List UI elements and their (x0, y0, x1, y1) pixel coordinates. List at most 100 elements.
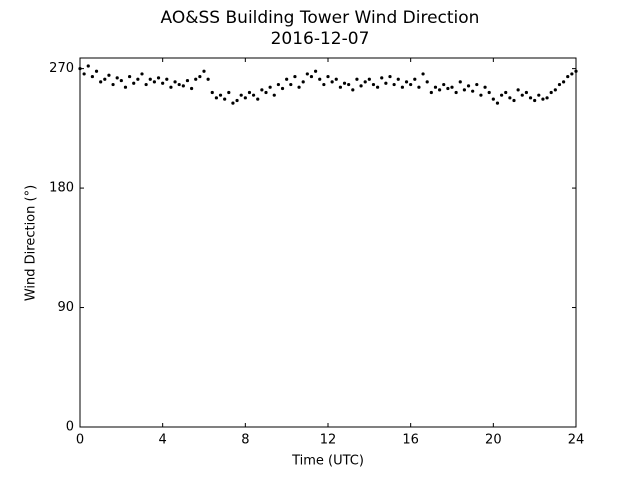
data-point (330, 80, 334, 84)
data-point (537, 93, 541, 97)
data-point (223, 97, 227, 101)
data-point (136, 77, 140, 81)
data-point (462, 88, 466, 92)
data-point (347, 82, 351, 87)
data-point (289, 82, 293, 87)
data-point (247, 90, 252, 95)
x-axis-label: Time (UTC) (291, 454, 364, 469)
data-point (454, 90, 458, 95)
data-point (326, 74, 330, 79)
x-tick-label: 12 (320, 433, 337, 448)
chart-title: AO&SS Building Tower Wind Direction (161, 8, 480, 28)
y-tick-label: 270 (49, 61, 74, 76)
data-point (276, 82, 280, 87)
x-tick-label: 8 (241, 433, 249, 448)
data-point (210, 90, 214, 95)
data-point (433, 85, 438, 89)
data-point (198, 74, 202, 79)
data-point (227, 90, 231, 95)
data-point (78, 67, 82, 71)
y-tick-label: 90 (57, 300, 74, 315)
data-point (446, 86, 450, 91)
data-point (243, 96, 247, 100)
data-point (144, 82, 148, 87)
data-point (177, 82, 181, 87)
data-point (355, 77, 359, 81)
data-point (280, 86, 285, 91)
data-point (165, 77, 169, 81)
data-point (119, 78, 123, 83)
data-point (524, 90, 529, 95)
data-point (239, 93, 243, 97)
data-point (272, 93, 276, 97)
data-point (156, 76, 161, 80)
data-point (363, 80, 367, 84)
plot-frame (79, 57, 577, 428)
data-point (322, 82, 326, 87)
data-point (380, 76, 384, 80)
y-tick-label: 180 (49, 181, 74, 196)
data-point (152, 80, 156, 84)
data-point (297, 85, 301, 89)
data-point (475, 82, 479, 87)
data-point (425, 80, 429, 84)
data-point (359, 84, 363, 88)
data-point (148, 77, 152, 81)
data-point (214, 96, 218, 100)
data-point (111, 82, 115, 87)
data-point (173, 80, 177, 84)
data-point (252, 93, 256, 97)
data-point (528, 96, 533, 100)
data-point (574, 69, 578, 73)
data-point (533, 98, 537, 103)
data-point (185, 78, 190, 83)
data-point (384, 81, 388, 85)
data-point (421, 72, 425, 76)
data-point (309, 74, 314, 79)
data-point (429, 90, 433, 95)
data-point (450, 85, 454, 89)
data-point (181, 84, 185, 88)
data-point (487, 90, 491, 95)
data-point (516, 88, 520, 92)
data-point (132, 81, 136, 85)
data-point (260, 88, 264, 92)
x-tick-label: 16 (402, 433, 419, 448)
data-point (107, 73, 111, 77)
data-point (442, 82, 446, 87)
data-point (305, 72, 309, 76)
x-tick-label: 20 (485, 433, 502, 448)
data-point (293, 74, 297, 79)
data-point (400, 85, 404, 89)
data-point (438, 88, 442, 92)
data-point (409, 82, 413, 87)
data-point (90, 74, 94, 79)
data-point (491, 97, 495, 101)
data-point (396, 77, 400, 81)
data-point (334, 77, 338, 81)
data-point (562, 80, 566, 84)
data-point (483, 85, 487, 89)
data-point (413, 77, 417, 81)
data-point (541, 97, 545, 101)
data-point (367, 77, 371, 81)
data-point (466, 84, 471, 88)
x-tick-label: 0 (76, 433, 84, 448)
data-point (161, 81, 165, 85)
data-point (318, 77, 322, 81)
data-point (206, 77, 210, 81)
data-point (553, 88, 557, 92)
data-point (103, 77, 107, 81)
data-point (86, 64, 90, 68)
data-point (194, 77, 198, 81)
data-point (268, 85, 272, 89)
data-point (128, 74, 132, 79)
data-point (495, 101, 500, 105)
data-point (82, 72, 86, 76)
data-point (285, 77, 289, 81)
data-point (190, 86, 194, 91)
data-point (471, 89, 475, 93)
data-point (351, 88, 355, 92)
data-point (417, 85, 421, 89)
